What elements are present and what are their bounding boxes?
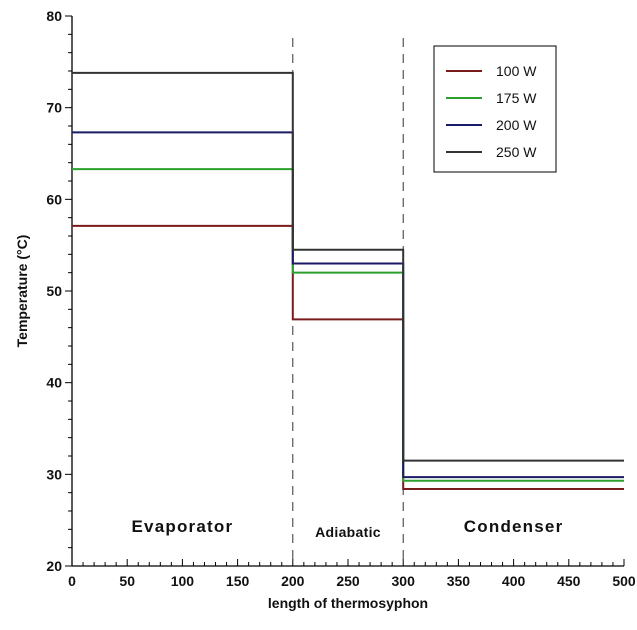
y-tick-label: 20 (46, 558, 62, 574)
series-line-175w (72, 168, 624, 482)
section-label-condenser: Condenser (464, 517, 564, 536)
x-axis-title: length of thermosyphon (268, 595, 428, 611)
y-tick-label: 30 (46, 466, 62, 482)
section-label-adiabatic: Adiabatic (315, 524, 381, 540)
legend: 100 W 175 W 200 W 250 W (433, 45, 557, 173)
x-tick-label: 300 (392, 573, 416, 589)
y-tick-label: 80 (46, 8, 62, 24)
axes-group: 20 30 40 50 60 70 80 0 50 100 150 200 250 300 350 400 45… (14, 8, 636, 611)
y-axis-title: Temperature (°C) (14, 235, 30, 348)
legend-label: 200 W (496, 117, 537, 133)
x-tick-label: 400 (502, 573, 526, 589)
legend-box (433, 45, 557, 173)
x-tick-label: 450 (557, 573, 581, 589)
section-label-evaporator: Evaporator (132, 517, 234, 536)
x-tick-label: 100 (171, 573, 195, 589)
section-labels: Evaporator Adiabatic Condenser (132, 517, 564, 540)
x-tick-label: 500 (612, 573, 636, 589)
x-tick-label: 200 (281, 573, 305, 589)
legend-label: 175 W (496, 90, 537, 106)
y-tick-label: 50 (46, 283, 62, 299)
series-line-250w (72, 71, 624, 462)
x-tick-label: 150 (226, 573, 250, 589)
legend-label: 100 W (496, 63, 537, 79)
x-tick-label: 250 (336, 573, 360, 589)
x-tick-label: 50 (119, 573, 135, 589)
y-tick-label: 40 (46, 375, 62, 391)
series-group (72, 71, 624, 490)
series-line-200w (72, 131, 624, 479)
section-dividers (292, 38, 404, 566)
legend-label: 250 W (496, 144, 537, 160)
y-tick-label: 70 (46, 100, 62, 116)
x-tick-label: 350 (447, 573, 471, 589)
series-line-100w (72, 224, 624, 490)
y-tick-label: 60 (46, 191, 62, 207)
x-tick-label: 0 (68, 573, 76, 589)
